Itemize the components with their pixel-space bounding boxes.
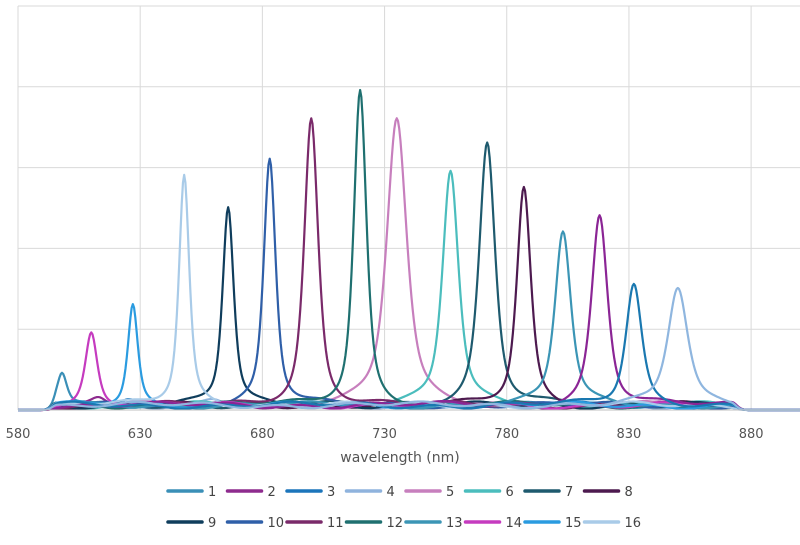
axes: 580 630 680 730 780 830 880 xyxy=(6,409,800,442)
legend-label: 14 xyxy=(506,516,523,531)
legend-label: 6 xyxy=(506,485,514,500)
legend-label: 16 xyxy=(625,516,642,531)
legend-label: 11 xyxy=(327,516,344,531)
series-line-6 xyxy=(18,169,800,412)
series-line-16 xyxy=(18,173,800,412)
series-line-12 xyxy=(18,88,800,412)
series-line-extra-17 xyxy=(18,282,800,412)
x-tick-label: 780 xyxy=(494,427,519,442)
series-line-10 xyxy=(18,157,800,412)
legend-label: 10 xyxy=(268,516,285,531)
series-group xyxy=(18,88,800,412)
x-tick-label: 730 xyxy=(372,427,397,442)
legend-label: 4 xyxy=(387,485,395,500)
legend-label: 15 xyxy=(565,516,582,531)
series-line-extra-18 xyxy=(18,286,800,412)
legend-label: 5 xyxy=(446,485,454,500)
grid-lines xyxy=(17,5,800,410)
legend-label: 3 xyxy=(327,485,335,500)
x-tick-label: 630 xyxy=(128,427,153,442)
x-tick-label: 830 xyxy=(617,427,642,442)
legend: 1 2 3 4 5 6 7 89 10 11 12 13 14 15 16 xyxy=(166,485,642,531)
x-tick-label: 580 xyxy=(6,427,31,442)
legend-label: 7 xyxy=(565,485,573,500)
x-tick-label: 880 xyxy=(739,427,764,442)
legend-label: 9 xyxy=(208,516,216,531)
legend-label: 1 xyxy=(208,485,216,500)
legend-label: 2 xyxy=(268,485,276,500)
legend-label: 8 xyxy=(625,485,633,500)
series-line-5 xyxy=(18,117,800,412)
legend-label: 13 xyxy=(446,516,463,531)
legend-label: 12 xyxy=(387,516,404,531)
x-axis-label: wavelength (nm) xyxy=(340,450,459,466)
x-tick-label: 680 xyxy=(250,427,275,442)
